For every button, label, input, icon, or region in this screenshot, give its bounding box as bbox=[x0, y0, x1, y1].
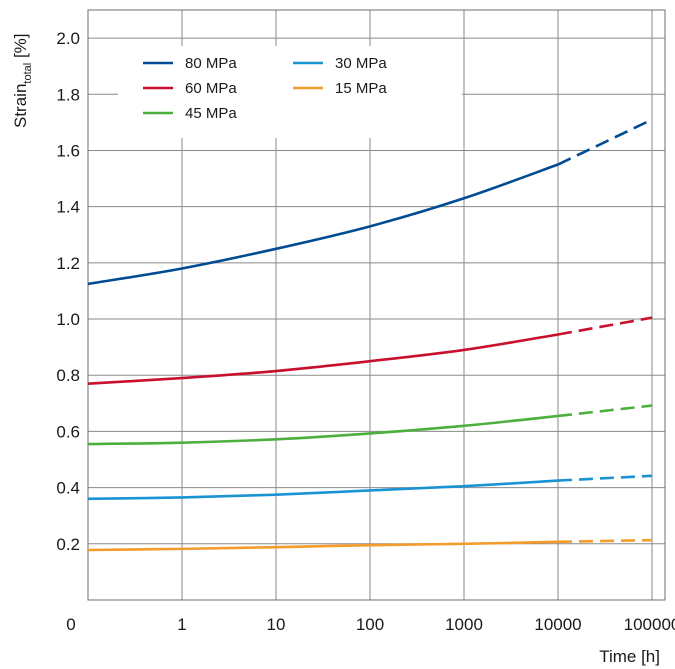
y-tick-labels: 0.2 0.4 0.6 0.8 1.0 1.2 1.4 1.6 1.8 2.0 bbox=[56, 29, 80, 554]
y-tick-label: 0.8 bbox=[56, 366, 80, 385]
series-line-extrapolated bbox=[557, 474, 653, 482]
legend-item: 45 MPa bbox=[143, 105, 237, 122]
y-tick-label: 1.8 bbox=[56, 85, 80, 104]
series-line-measured bbox=[87, 540, 559, 552]
series-line-extrapolated bbox=[557, 118, 653, 166]
plot-frame bbox=[87, 9, 666, 601]
y-tick-label: 2.0 bbox=[56, 29, 80, 48]
x-tick-labels: 0 1 10 100 1000 10000 100000 bbox=[66, 615, 675, 634]
legend-label: 80 MPa bbox=[185, 55, 237, 72]
x-tick-label: 100 bbox=[356, 615, 384, 634]
x-tick-label: 10000 bbox=[534, 615, 581, 634]
series-line-extrapolated bbox=[557, 538, 653, 544]
legend: 80 MPa 60 MPa 45 MPa 30 MPa 15 MPa bbox=[118, 46, 462, 138]
x-tick-label: 10 bbox=[267, 615, 286, 634]
y-axis-title: Straintotal [%] bbox=[11, 33, 34, 128]
legend-box bbox=[118, 46, 462, 138]
y-axis-title-subscript: total bbox=[22, 63, 34, 84]
x-tick-label: 100000 bbox=[624, 615, 675, 634]
legend-item: 60 MPa bbox=[143, 80, 237, 97]
series-layer bbox=[87, 118, 653, 552]
legend-label: 60 MPa bbox=[185, 80, 237, 97]
y-axis-title-main: Strain bbox=[11, 84, 30, 128]
legend-label: 15 MPa bbox=[335, 80, 387, 97]
y-tick-label: 1.6 bbox=[56, 141, 80, 160]
y-tick-label: 1.4 bbox=[56, 198, 80, 217]
series-line-measured bbox=[87, 163, 559, 286]
y-tick-label: 0.4 bbox=[56, 479, 80, 498]
legend-item: 15 MPa bbox=[293, 80, 387, 97]
y-tick-label: 0.2 bbox=[56, 535, 80, 554]
x-axis-title: Time [h] bbox=[599, 647, 660, 666]
series-line-measured bbox=[87, 479, 559, 501]
x-tick-label: 0 bbox=[66, 615, 75, 634]
x-tick-label: 1000 bbox=[445, 615, 483, 634]
series-line-extrapolated bbox=[557, 404, 653, 418]
x-tick-label: 1 bbox=[177, 615, 186, 634]
grid-lines bbox=[88, 10, 665, 600]
series-line-measured bbox=[87, 333, 559, 385]
legend-label: 30 MPa bbox=[335, 55, 387, 72]
legend-item: 80 MPa bbox=[143, 55, 237, 72]
y-axis-title-unit: [%] bbox=[11, 33, 30, 62]
y-tick-label: 1.2 bbox=[56, 254, 80, 273]
y-tick-label: 1.0 bbox=[56, 310, 80, 329]
legend-label: 45 MPa bbox=[185, 105, 237, 122]
legend-item: 30 MPa bbox=[293, 55, 387, 72]
series-line-extrapolated bbox=[557, 316, 653, 336]
series-line-measured bbox=[87, 414, 559, 446]
y-tick-label: 0.6 bbox=[56, 422, 80, 441]
